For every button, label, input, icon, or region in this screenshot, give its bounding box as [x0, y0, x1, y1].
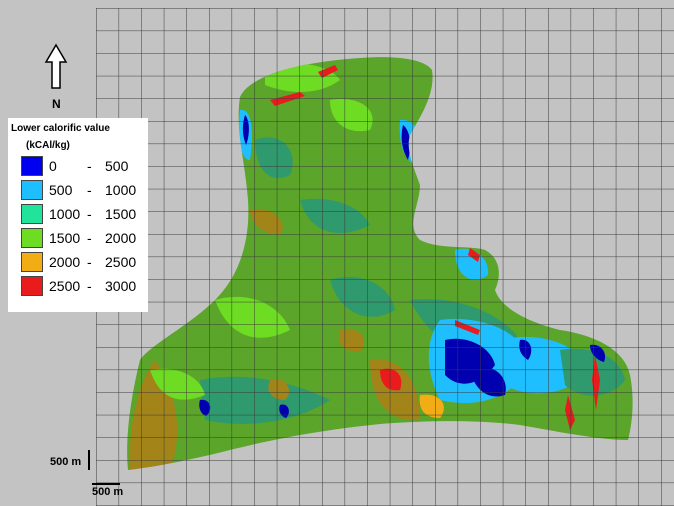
legend-high: 1500	[105, 206, 137, 222]
legend-swatch	[21, 180, 43, 200]
legend-swatch	[21, 156, 43, 176]
legend-separator: -	[87, 158, 92, 174]
legend-swatch	[21, 204, 43, 224]
legend-row: 1500 - 2000	[21, 228, 146, 250]
north-arrow-icon	[44, 43, 68, 89]
legend-unit: (kCAl/kg)	[26, 140, 70, 151]
scale-label-vertical: 500 m	[50, 456, 82, 468]
scale-label-horizontal: 500 m	[92, 486, 124, 498]
legend-swatch	[21, 228, 43, 248]
legend-low: 0	[49, 158, 57, 174]
legend-high: 2000	[105, 230, 137, 246]
legend-row: 2500 - 3000	[21, 276, 146, 298]
legend-high: 1000	[105, 182, 137, 198]
legend-title: Lower calorific value	[11, 123, 110, 134]
legend-separator: -	[87, 254, 92, 270]
legend-high: 500	[105, 158, 129, 174]
legend-low: 2000	[49, 254, 81, 270]
legend-separator: -	[87, 206, 92, 222]
legend-swatch	[21, 276, 43, 296]
legend-separator: -	[87, 182, 92, 198]
legend-row: 500 - 1000	[21, 180, 146, 202]
legend-row: 0 - 500	[21, 156, 146, 178]
legend-low: 1000	[49, 206, 81, 222]
legend-high: 2500	[105, 254, 137, 270]
legend-low: 1500	[49, 230, 81, 246]
legend-separator: -	[87, 230, 92, 246]
legend-high: 3000	[105, 278, 137, 294]
map-grid	[96, 8, 674, 506]
legend-swatch	[21, 252, 43, 272]
north-label: N	[52, 97, 61, 111]
legend-row: 1000 - 1500	[21, 204, 146, 226]
legend: Lower calorific value (kCAl/kg) 0 - 500 …	[8, 118, 148, 312]
legend-separator: -	[87, 278, 92, 294]
legend-low: 500	[49, 182, 73, 198]
legend-low: 2500	[49, 278, 81, 294]
legend-row: 2000 - 2500	[21, 252, 146, 274]
